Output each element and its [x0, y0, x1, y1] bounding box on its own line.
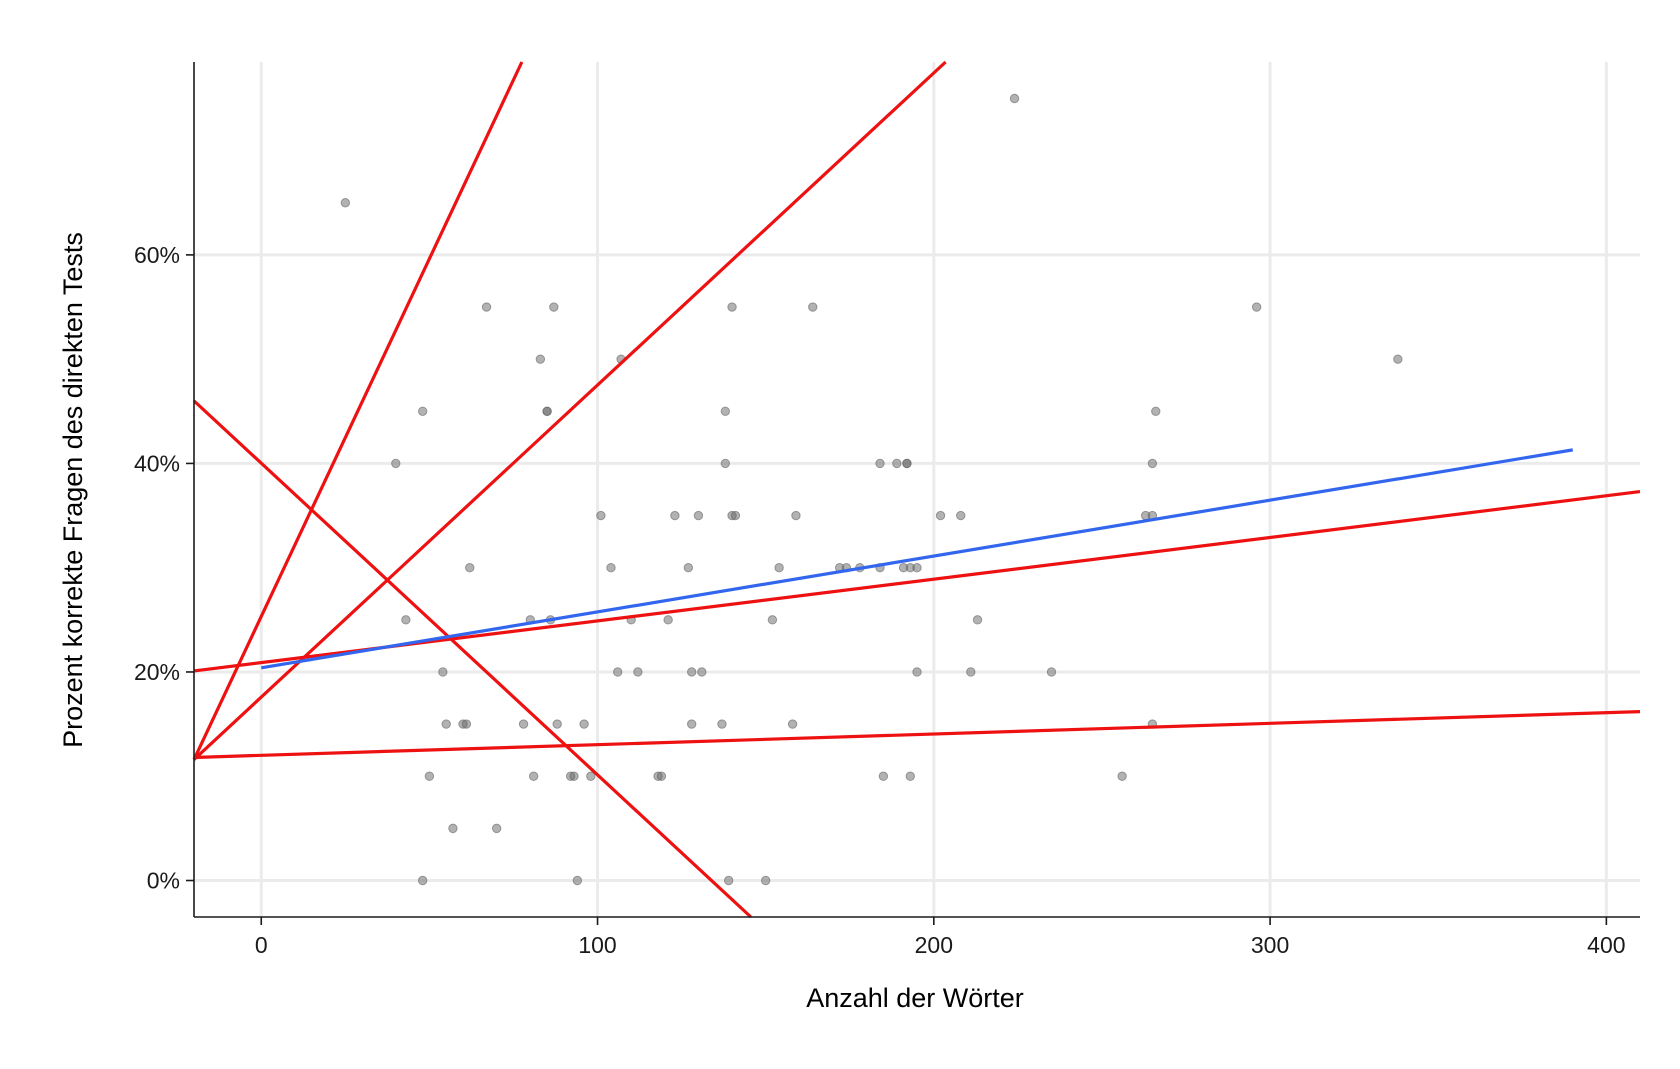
data-point — [727, 302, 737, 312]
data-point — [902, 458, 912, 469]
x-tick-label: 300 — [1251, 932, 1289, 958]
data-point — [683, 563, 694, 573]
data-point — [720, 458, 731, 469]
data-point — [791, 510, 801, 521]
data-point — [670, 510, 680, 521]
data-point — [875, 458, 885, 469]
data-point — [912, 563, 922, 573]
y-tick-label: 0% — [147, 868, 180, 894]
data-point — [579, 719, 589, 729]
data-point — [767, 615, 778, 625]
data-point — [572, 875, 583, 886]
data-point — [491, 823, 502, 834]
data-point — [878, 771, 889, 781]
data-point — [723, 875, 734, 886]
data-point — [465, 563, 475, 573]
data-point — [966, 667, 976, 677]
data-point — [787, 719, 798, 729]
x-axis-title: Anzahl der Wörter — [806, 983, 1024, 1013]
data-point — [720, 406, 731, 416]
x-tick-label: 200 — [915, 932, 953, 958]
data-point — [808, 302, 818, 312]
trend-lines — [192, 60, 1641, 919]
y-axis-ticks: 0% 20% 40% 60% — [134, 242, 194, 894]
y-tick-label: 40% — [134, 450, 180, 476]
data-point — [774, 563, 784, 573]
data-point — [596, 510, 606, 521]
data-point — [1117, 771, 1127, 781]
reference-line — [192, 399, 752, 919]
regression-line — [260, 448, 1574, 670]
y-tick-label: 20% — [134, 659, 180, 685]
data-point — [697, 667, 707, 677]
y-axis-title: Prozent korrekte Fragen des direkten Tes… — [58, 232, 88, 748]
data-point — [535, 354, 546, 364]
data-point — [569, 771, 579, 781]
data-point — [417, 875, 428, 886]
data-point — [438, 667, 448, 677]
data-point — [549, 302, 559, 312]
data-point — [905, 771, 915, 781]
reference-line — [193, 709, 1641, 760]
x-tick-label: 0 — [255, 932, 268, 958]
reference-line — [193, 489, 1641, 673]
data-point — [461, 719, 472, 729]
data-point — [448, 823, 458, 834]
data-point — [1393, 354, 1403, 364]
data-point — [417, 406, 428, 416]
data-point — [613, 667, 623, 677]
data-point — [518, 719, 529, 729]
data-point — [1046, 667, 1057, 677]
data-point — [391, 458, 401, 469]
data-point — [956, 510, 966, 521]
data-point — [552, 719, 562, 729]
data-point — [424, 771, 435, 781]
data-point — [633, 667, 643, 677]
data-point — [912, 667, 922, 677]
grid-lines — [194, 62, 1640, 917]
data-point — [656, 771, 667, 781]
data-point — [717, 719, 727, 729]
data-point — [528, 771, 539, 781]
data-point — [1009, 93, 1020, 104]
data-point — [686, 719, 697, 729]
data-point — [1251, 302, 1262, 312]
x-tick-label: 100 — [578, 932, 616, 958]
reference-line — [192, 60, 947, 761]
reference-line — [192, 61, 524, 761]
x-tick-label: 400 — [1587, 932, 1625, 958]
data-point — [542, 406, 552, 416]
data-point — [760, 875, 771, 886]
y-tick-label: 60% — [134, 242, 180, 268]
data-point — [340, 198, 351, 208]
data-point — [686, 667, 697, 677]
data-points — [340, 93, 1403, 886]
data-point — [401, 615, 411, 625]
data-point — [935, 510, 946, 521]
data-point — [663, 615, 673, 625]
data-point — [693, 510, 704, 521]
data-point — [1151, 406, 1161, 416]
x-axis-ticks: 0 100 200 300 400 — [255, 917, 1626, 958]
data-point — [481, 302, 492, 312]
data-point — [730, 510, 741, 521]
data-point — [441, 719, 451, 729]
data-point — [586, 771, 596, 781]
data-point — [1147, 458, 1158, 469]
data-point — [972, 615, 983, 625]
data-point — [606, 563, 616, 573]
data-point — [892, 458, 902, 469]
